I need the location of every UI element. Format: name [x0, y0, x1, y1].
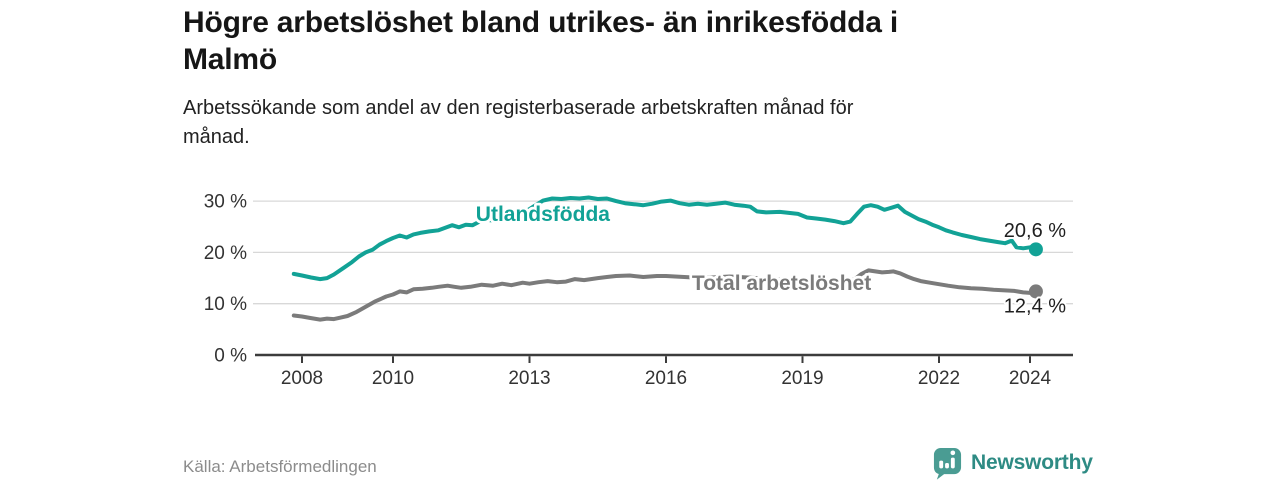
page-title: Högre arbetslöshet bland utrikes- än inr…	[183, 4, 1083, 78]
series-end-dot-total	[1028, 284, 1043, 299]
logo-bar-2	[945, 463, 949, 469]
page-subtitle: Arbetssökande som andel av den registerb…	[183, 94, 1043, 152]
x-axis-label: 2022	[918, 368, 960, 389]
series-end-dot-foreign_born	[1028, 242, 1043, 257]
y-axis-label: 0 %	[214, 346, 247, 367]
series-label-foreign_born: Utlandsfödda	[476, 203, 610, 226]
series-line-total	[291, 268, 1038, 322]
logo-bar-3	[950, 457, 955, 469]
page-subtitle-line1: Arbetssökande som andel av den registerb…	[183, 97, 854, 119]
page-subtitle-line2: månad.	[183, 126, 250, 148]
page-title-line1: Högre arbetslöshet bland utrikes- än inr…	[183, 6, 898, 39]
y-axis-label: 20 %	[204, 243, 247, 264]
logo-bar-1	[939, 460, 944, 469]
x-axis-label: 2024	[1009, 368, 1052, 389]
newsworthy-logo-icon	[933, 447, 962, 480]
y-axis-label: 10 %	[204, 294, 247, 315]
newsworthy-logo-text: Newsworthy	[971, 451, 1093, 474]
x-axis-label: 2010	[372, 368, 414, 389]
series-line-foreign_born	[291, 195, 1038, 282]
page-title-line2: Malmö	[183, 43, 278, 76]
series-label-total: Total arbetslöshet	[692, 272, 871, 295]
series-end-value-total: 12,4 %	[1004, 295, 1066, 317]
x-axis-label: 2019	[781, 368, 823, 389]
x-axis-label: 2008	[281, 368, 323, 389]
newsworthy-logo: Newsworthy	[932, 446, 1093, 480]
y-axis-label: 30 %	[204, 192, 247, 213]
source-note: Källa: Arbetsförmedlingen	[183, 457, 377, 476]
logo-dot	[950, 450, 956, 456]
x-axis-label: 2013	[508, 368, 550, 389]
series-end-value-foreign_born: 20,6 %	[1004, 220, 1066, 242]
x-axis-label: 2016	[645, 368, 687, 389]
